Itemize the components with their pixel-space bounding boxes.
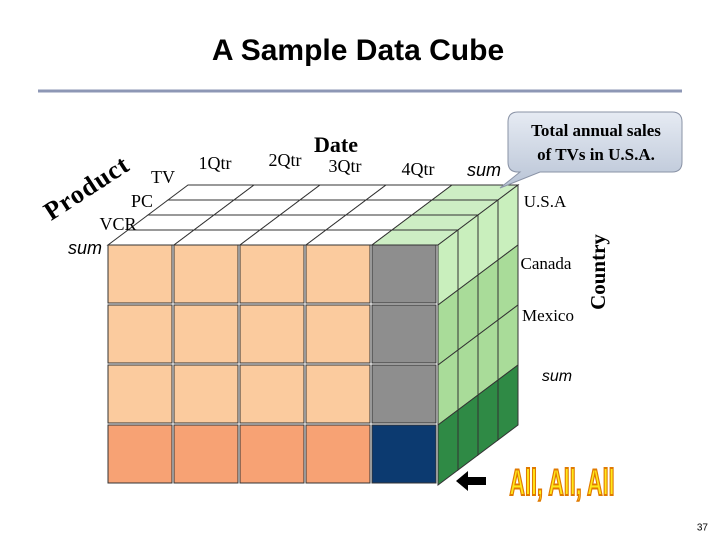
cube-front-cell: [107, 364, 173, 424]
slide-title: A Sample Data Cube: [212, 34, 504, 67]
country-axis-label: Country: [586, 234, 610, 310]
cube-front-cell: [107, 424, 173, 484]
cube: [106, 184, 520, 486]
date-member: sum: [467, 160, 501, 180]
country-member: Canada: [521, 254, 572, 273]
cube-front-cell: [107, 304, 173, 364]
cube-front-cell: [371, 304, 437, 364]
cube-front-cell: [305, 424, 371, 484]
cube-front-cell: [239, 424, 305, 484]
cube-front-cell: [371, 244, 437, 304]
page-number: 37: [697, 523, 709, 534]
date-member: 3Qtr: [329, 156, 362, 176]
pointer-arrow: [456, 471, 486, 491]
cube-front-cell: [173, 424, 239, 484]
cube-side-cell: [437, 409, 459, 486]
callout-text: of TVs in U.S.A.: [537, 145, 655, 164]
callout-bubble: [499, 111, 683, 189]
cube-front-cell: [173, 304, 239, 364]
cube-front-cell: [173, 244, 239, 304]
cube-front-cell: [371, 424, 437, 484]
callout-text: Total annual sales: [531, 121, 661, 140]
cube-front-cell: [239, 304, 305, 364]
cube-front-cell: [305, 304, 371, 364]
product-member: sum: [68, 238, 102, 258]
cube-front-cell: [371, 364, 437, 424]
country-member: U.S.A: [524, 192, 567, 211]
cube-front-cell: [239, 244, 305, 304]
product-member: PC: [131, 191, 153, 211]
country-member: Mexico: [522, 306, 574, 325]
all-label: All, All, All: [509, 462, 614, 504]
date-member: 4Qtr: [402, 159, 435, 179]
date-member: 2Qtr: [269, 150, 302, 170]
cube-front-cell: [305, 244, 371, 304]
date-axis-label: Date: [314, 132, 358, 157]
product-member: TV: [151, 167, 175, 187]
product-member: VCR: [99, 214, 136, 234]
cube-front-cell: [173, 364, 239, 424]
cube-front-cell: [305, 364, 371, 424]
date-member: 1Qtr: [199, 153, 232, 173]
cube-front-cell: [107, 244, 173, 304]
cube-front-cell: [239, 364, 305, 424]
country-member: sum: [542, 368, 572, 385]
